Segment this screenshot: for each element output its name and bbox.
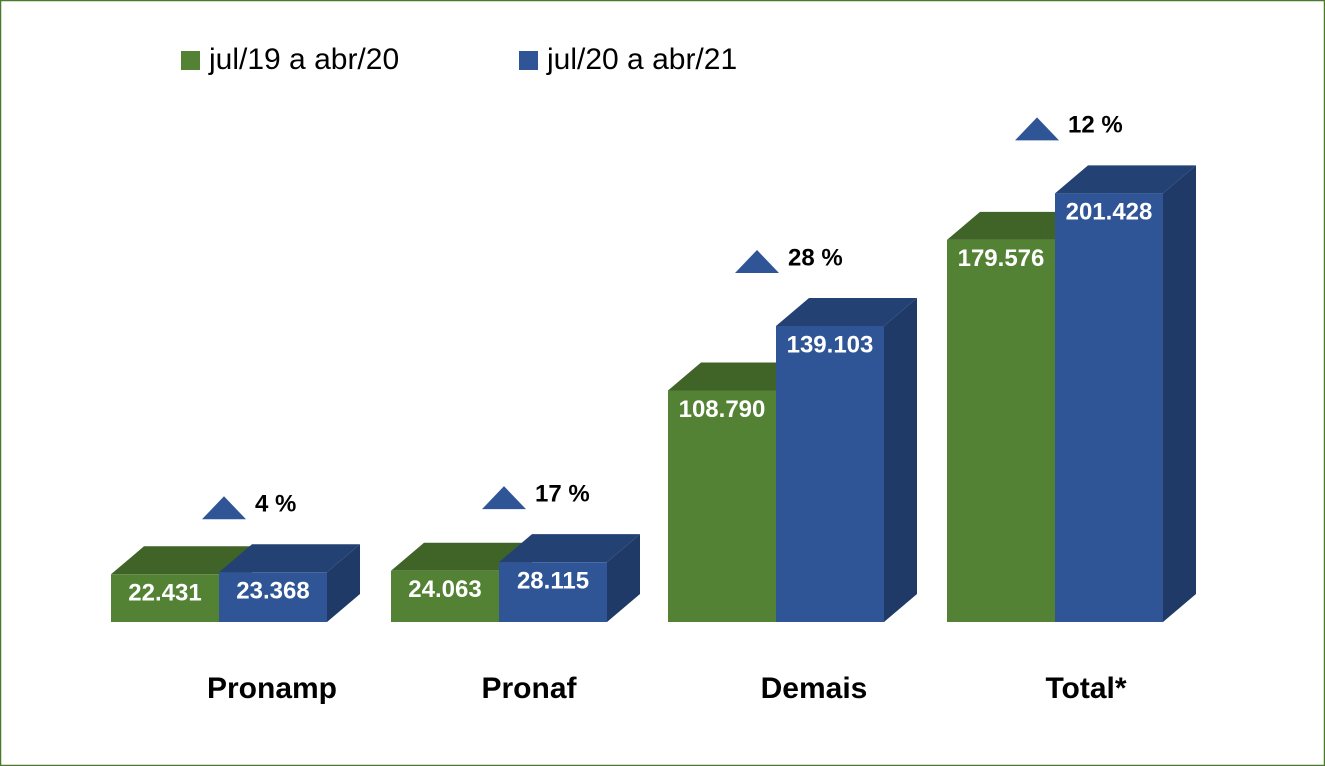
- bar-top: [219, 544, 360, 573]
- x-tick-label: Total*: [1045, 672, 1126, 705]
- value-label: 201.428: [1066, 199, 1153, 226]
- bar-side: [327, 544, 360, 622]
- x-tick-label: Pronaf: [481, 672, 577, 705]
- annotation: 12 %: [1068, 112, 1123, 139]
- annotation: 28 %: [788, 244, 843, 271]
- annotation-arrow: [1015, 117, 1059, 141]
- bar: [499, 562, 607, 622]
- annotation-arrow: [202, 496, 246, 520]
- bar-top: [947, 211, 1088, 240]
- value-label: 24.063: [408, 576, 481, 603]
- bar: [668, 390, 776, 622]
- value-label: 108.790: [679, 396, 766, 423]
- bar-side: [1163, 165, 1196, 623]
- bar: [776, 325, 884, 622]
- legend-label: jul/20 a abr/21: [546, 43, 737, 76]
- bar-top: [499, 534, 640, 563]
- bar: [1055, 193, 1163, 623]
- bar: [391, 570, 499, 622]
- bar-top: [776, 297, 917, 326]
- bar: [947, 239, 1055, 622]
- bar: [111, 574, 219, 622]
- value-label: 139.103: [787, 331, 874, 358]
- legend-swatch: [519, 51, 538, 70]
- bar-top: [1055, 165, 1196, 194]
- legend-label: jul/19 a abr/20: [208, 43, 399, 76]
- annotation-arrow: [482, 486, 526, 510]
- bar-side: [884, 297, 917, 622]
- value-label: 179.576: [958, 245, 1045, 272]
- bar-top: [391, 542, 532, 571]
- annotation: 17 %: [535, 481, 590, 508]
- legend-swatch: [181, 51, 200, 70]
- value-label: 28.115: [517, 568, 589, 595]
- bar-top: [111, 546, 252, 575]
- bar-top: [668, 362, 809, 391]
- bar: [219, 572, 327, 622]
- bar-side: [607, 534, 640, 622]
- x-tick-label: Pronamp: [207, 672, 337, 705]
- value-label: 23.368: [236, 578, 309, 605]
- value-label: 22.431: [128, 580, 201, 607]
- x-tick-label: Demais: [761, 672, 868, 705]
- annotation-arrow: [735, 249, 779, 273]
- annotation: 4 %: [255, 491, 296, 518]
